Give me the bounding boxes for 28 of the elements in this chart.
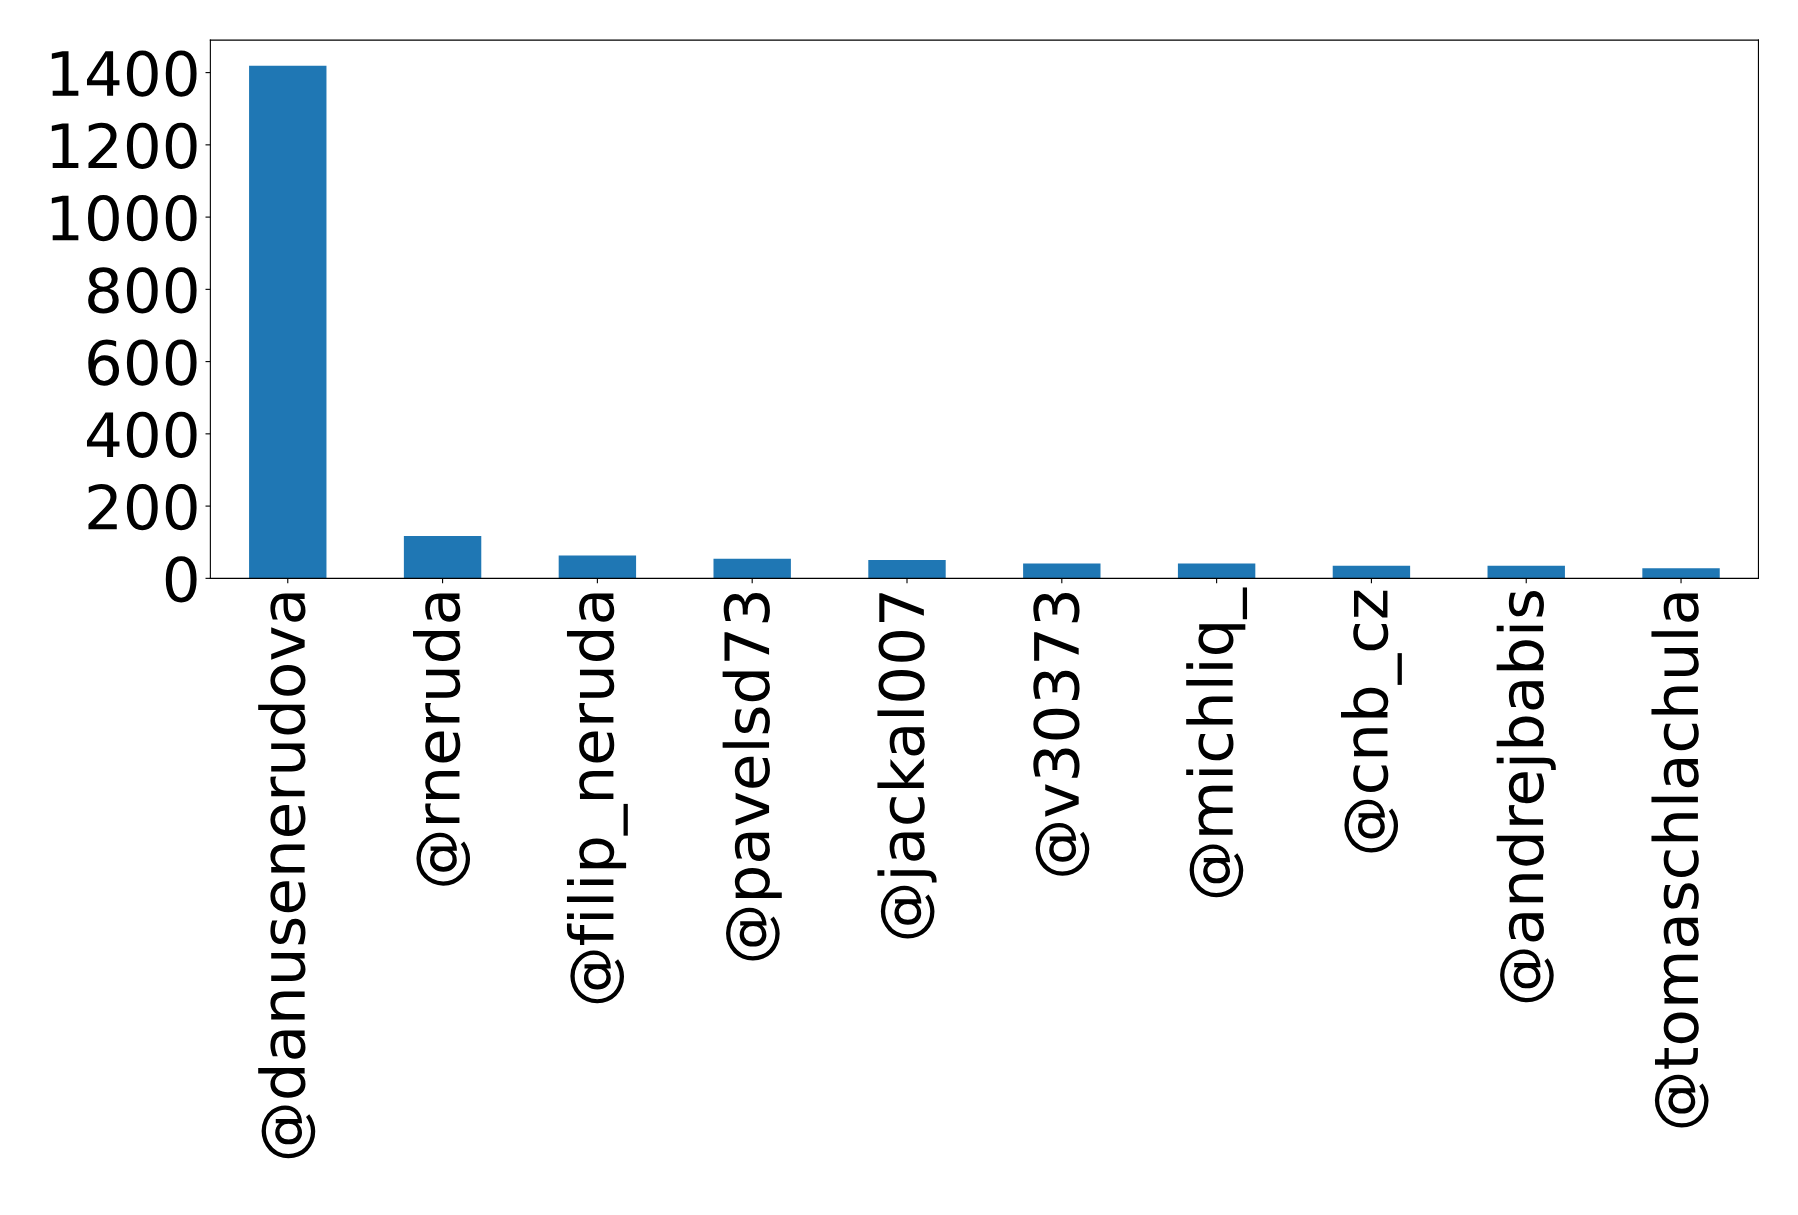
bar <box>1023 563 1101 579</box>
x-tick-label: @v30373 <box>1033 592 1090 876</box>
x-tick-label: @rneruda <box>413 593 471 886</box>
x-tick-label: @andrejbabis <box>1496 591 1556 1003</box>
y-tick-label: 1400 <box>51 50 197 97</box>
bar <box>558 555 637 579</box>
bar <box>1487 565 1565 579</box>
x-tick-label: @filip_neruda <box>566 593 628 1004</box>
y-tick-label: 1200 <box>51 122 197 169</box>
y-tick-label: 200 <box>88 483 197 531</box>
bar <box>1642 568 1720 579</box>
x-tick-label: @pavelsd73 <box>722 592 782 961</box>
y-tick-label: 600 <box>88 339 197 386</box>
y-tick-label: 800 <box>88 267 197 314</box>
x-tick-label: @michliq_ <box>1186 587 1248 898</box>
bar <box>403 536 482 579</box>
x-tick-label: @jackal007 <box>877 593 937 939</box>
x-tick-label: @tomaschlachula <box>1651 593 1709 1128</box>
bar <box>868 559 946 579</box>
x-tick-label: @danusenerudova <box>258 593 316 1159</box>
y-tick-label: 1000 <box>51 194 197 242</box>
bar <box>713 558 791 579</box>
bar <box>1177 563 1256 579</box>
bar <box>249 65 327 579</box>
y-tick-label: 400 <box>86 411 197 458</box>
x-tick-label: @cnb_cz <box>1341 590 1402 853</box>
bar <box>1332 565 1411 579</box>
y-tick-label: 0 <box>165 556 197 603</box>
